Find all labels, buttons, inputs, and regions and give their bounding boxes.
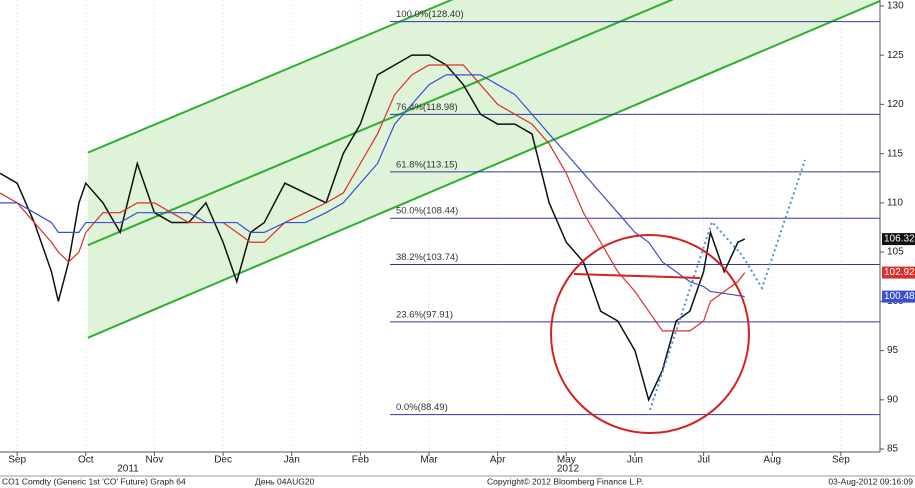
x-tick-label: Feb — [352, 455, 370, 466]
neckline — [573, 273, 701, 279]
x-tick-label: Sep — [8, 455, 26, 466]
y-tick-label: 85 — [887, 444, 899, 455]
fib-label: 38.2%(103.74) — [396, 252, 458, 263]
fib-label: 50.0%(108.44) — [396, 206, 458, 217]
fib-label: 76.4%(118.98) — [396, 102, 458, 113]
y-tick-label: 90 — [887, 394, 899, 405]
x-tick-label: Sep — [832, 455, 850, 466]
x-tick-label: May — [557, 455, 576, 466]
series-line — [0, 54, 746, 402]
fib-label: 61.8%(113.15) — [396, 159, 458, 170]
last-value-tag — [882, 266, 915, 279]
last-value-label: 106.32 — [884, 234, 915, 245]
channel-line — [87, 0, 880, 339]
footer-left: CO1 Comdty (Generic 1st 'CO' Future) Gra… — [2, 476, 186, 486]
x-tick-label: Jun — [627, 455, 643, 466]
footer-date: 03-Aug-2012 09:16:09 — [828, 476, 913, 486]
y-tick-label: 130 — [887, 1, 904, 12]
series-line — [0, 74, 745, 298]
year-label: 2011 — [117, 464, 139, 475]
y-tick-label: 125 — [887, 50, 904, 61]
footer-copyright: Copyright© 2012 Bloomberg Finance L.P. — [487, 476, 643, 486]
last-value-tag — [882, 233, 915, 246]
fib-label: 100.0%(128.40) — [396, 9, 464, 20]
fib-label: 0.0%(88.49) — [396, 402, 448, 413]
annotations — [550, 159, 806, 434]
x-tick-label: Jul — [697, 455, 710, 466]
tags: 106.32 102.92 100.48 — [882, 233, 915, 303]
x-tick-label: Jan — [284, 455, 300, 466]
y-tick-label: 110 — [887, 197, 903, 208]
fib-levels: 100.0%(128.40) 76.4%(118.98) 61.8%(113.15)… — [390, 9, 880, 416]
last-value-label: 100.48 — [884, 291, 915, 302]
x-tick-label: Nov — [146, 455, 164, 466]
grid — [16, 0, 842, 452]
last-value-tag — [882, 290, 915, 303]
x-tick-label: Oct — [78, 455, 94, 466]
series — [0, 54, 746, 402]
x-tick-label: Aug — [763, 455, 781, 466]
y-tick-label: 95 — [887, 345, 899, 356]
y-tick-label: 120 — [887, 99, 904, 110]
year-label: 2012 — [557, 464, 580, 475]
x-tick-label: Dec — [214, 455, 232, 466]
projection — [649, 159, 806, 411]
fib-label: 23.6%(97.91) — [396, 309, 453, 320]
channel — [87, 0, 880, 339]
circle — [550, 234, 750, 434]
x-tick-label: Apr — [490, 455, 506, 466]
x-tick-label: Mar — [420, 455, 438, 466]
channel-line — [87, 0, 675, 247]
footer-mid: День 04AUG20 — [255, 476, 315, 486]
channel-line — [87, 0, 454, 154]
y-tick-label: 115 — [887, 148, 903, 159]
y-tick-label: 105 — [887, 247, 904, 258]
series-line — [0, 64, 746, 332]
last-value-label: 102.92 — [884, 267, 915, 278]
